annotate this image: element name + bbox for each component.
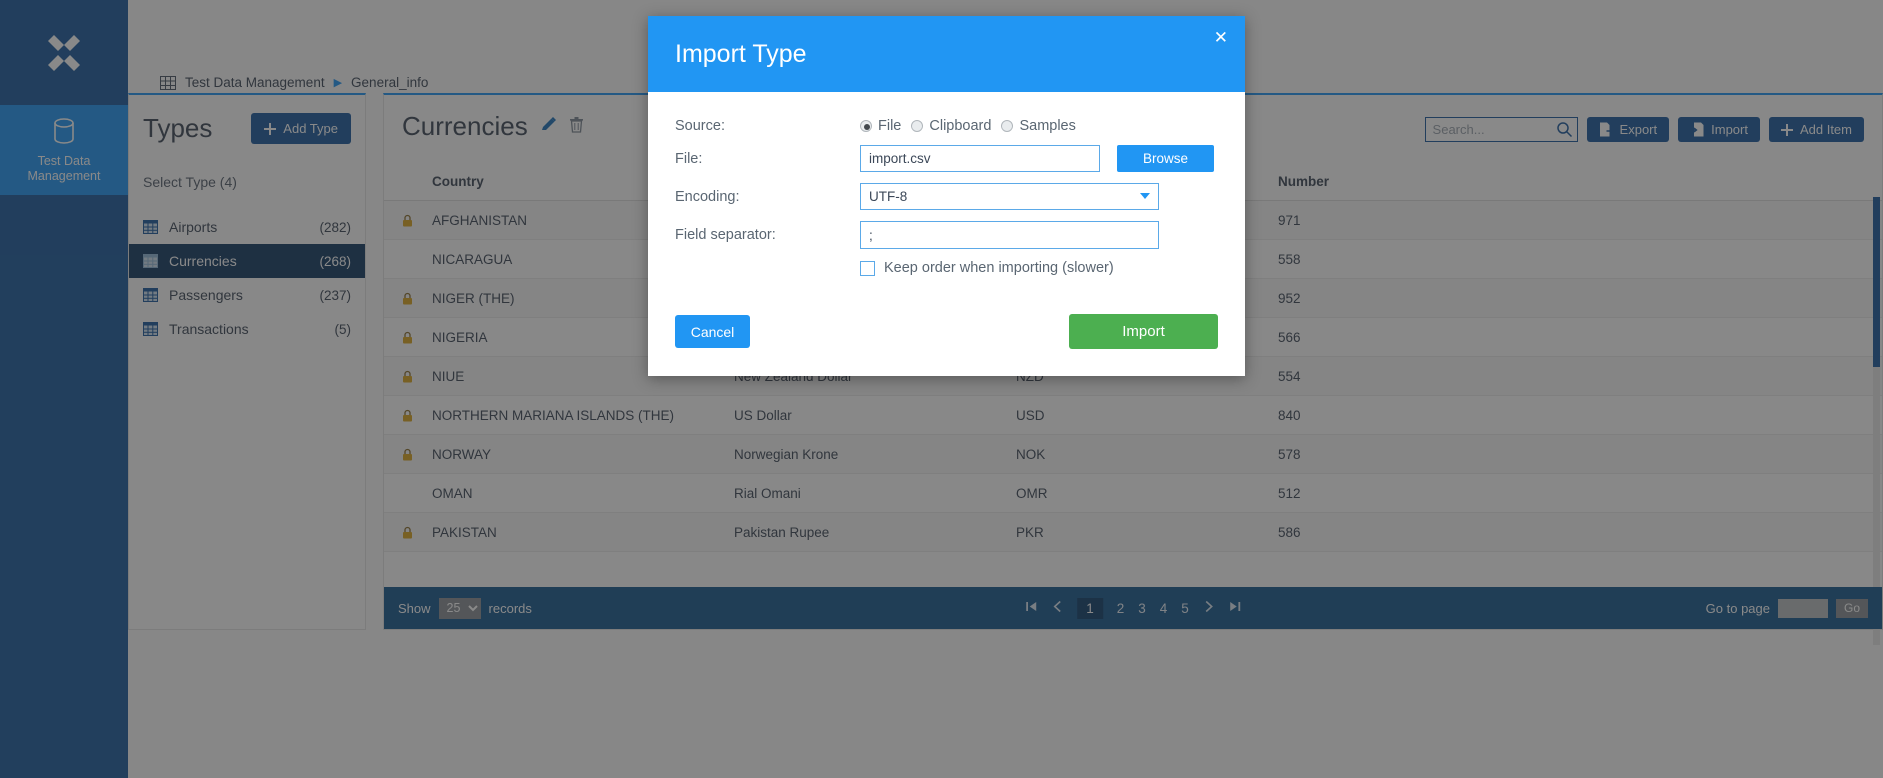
file-label: File:	[675, 150, 703, 167]
browse-button[interactable]: Browse	[1117, 145, 1214, 172]
radio-clipboard-dot	[911, 120, 924, 132]
keep-order-checkbox[interactable]	[860, 260, 875, 276]
radio-source-clipboard[interactable]: Clipboard	[911, 118, 991, 134]
separator-label: Field separator:	[675, 227, 776, 243]
source-label: Source:	[675, 118, 725, 134]
keep-order-label[interactable]: Keep order when importing (slower)	[884, 260, 1114, 276]
file-input[interactable]	[860, 145, 1100, 172]
keep-order-row: Keep order when importing (slower)	[860, 260, 1218, 276]
radio-file-dot	[860, 120, 872, 132]
import-type-dialog: Import Type ✕ Source: File Clipboard	[648, 16, 1245, 376]
close-icon[interactable]: ✕	[1213, 28, 1228, 47]
import-submit-button[interactable]: Import	[1069, 314, 1218, 349]
radio-source-file[interactable]: File	[860, 118, 901, 134]
dialog-footer: Cancel Import	[648, 286, 1245, 376]
encoding-select[interactable]	[860, 183, 1159, 210]
encoding-row: Encoding:	[675, 183, 1218, 210]
dialog-body: Source: File Clipboard Samples	[648, 92, 1245, 286]
radio-file-label: File	[878, 118, 902, 134]
file-row: File: Browse	[675, 145, 1218, 172]
dialog-header: Import Type ✕	[648, 16, 1245, 92]
radio-samples-label: Samples	[1019, 118, 1076, 134]
radio-samples-dot	[1001, 120, 1014, 132]
source-row: Source: File Clipboard Samples	[675, 118, 1218, 134]
separator-input[interactable]	[860, 221, 1159, 249]
source-radio-group: File Clipboard Samples	[860, 118, 1076, 134]
dialog-title: Import Type	[675, 39, 807, 68]
radio-source-samples[interactable]: Samples	[1001, 118, 1076, 134]
separator-row: Field separator:	[675, 221, 1218, 249]
radio-clipboard-label: Clipboard	[929, 118, 992, 134]
cancel-button[interactable]: Cancel	[675, 315, 750, 348]
encoding-select-wrapper	[860, 183, 1159, 210]
encoding-label: Encoding:	[675, 188, 740, 205]
